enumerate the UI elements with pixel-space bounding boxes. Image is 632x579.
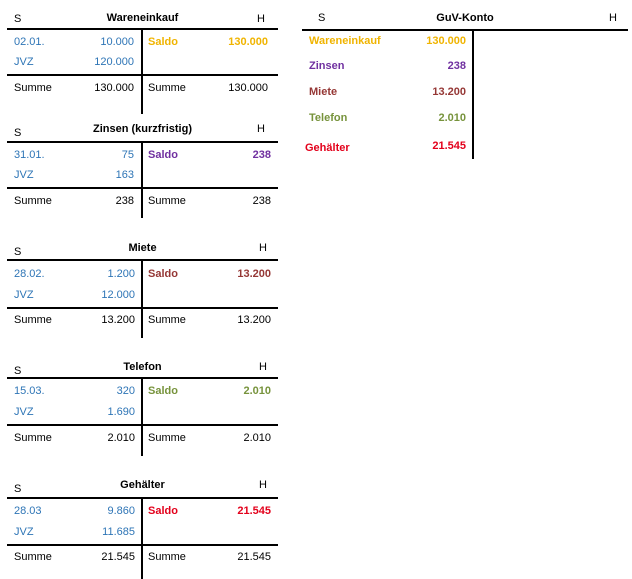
guv-row-label: Wareneinkauf: [309, 35, 381, 47]
entry-value: 10.000: [100, 36, 134, 48]
sum-right: 238: [252, 195, 271, 207]
guv-row-value: 21.545: [432, 140, 466, 152]
guv-divider: [472, 29, 474, 159]
guv-soll-label: S: [318, 12, 326, 24]
entry-value: 75: [121, 149, 134, 161]
haben-label: H: [259, 479, 267, 491]
sum-label-left: Summe: [14, 82, 52, 94]
guv-row-label: Telefon: [309, 112, 348, 124]
account-wareneinkauf: S Wareneinkauf H 02.01. 10.000 Saldo 130…: [7, 4, 278, 114]
guv-konto: S GuV-Konto H Wareneinkauf 130.000 Zinse…: [302, 4, 628, 164]
soll-label: S: [14, 483, 22, 495]
jvz-label: JVZ: [14, 406, 34, 418]
guv-title: GuV-Konto: [436, 12, 494, 24]
jvz-value: 11.685: [102, 526, 135, 538]
guv-row-value: 238: [447, 60, 466, 72]
jvz-value: 1.690: [107, 406, 135, 418]
saldo-label: Saldo: [148, 385, 178, 397]
guv-row-label: Zinsen: [309, 60, 345, 72]
jvz-label: JVZ: [14, 289, 34, 301]
haben-label: H: [259, 361, 267, 373]
saldo-label: Saldo: [148, 149, 178, 161]
entry-date: 31.01.: [14, 149, 45, 161]
entry-date: 28.02.: [14, 268, 45, 280]
sum-label-right: Summe: [148, 432, 186, 444]
sum-right: 21.545: [237, 551, 271, 563]
t-account-divider: [141, 141, 143, 218]
saldo-value: 21.545: [237, 505, 271, 517]
saldo-value: 130.000: [228, 36, 268, 48]
soll-label: S: [14, 127, 22, 139]
sum-left: 13.200: [101, 314, 135, 326]
sum-label-left: Summe: [14, 432, 52, 444]
entry-value: 1.200: [107, 268, 135, 280]
sum-label-right: Summe: [148, 195, 186, 207]
saldo-value: 238: [252, 149, 271, 161]
guv-row-value: 13.200: [432, 86, 466, 98]
saldo-label: Saldo: [148, 36, 178, 48]
account-title: Gehälter: [120, 479, 165, 491]
sum-left: 21.545: [101, 551, 135, 563]
jvz-value: 120.000: [94, 56, 134, 68]
t-account-divider: [141, 259, 143, 338]
guv-row-value: 130.000: [426, 35, 466, 47]
guv-row-label: Gehälter: [305, 142, 350, 154]
entry-value: 320: [116, 385, 135, 397]
sum-right: 2.010: [243, 432, 271, 444]
sum-label-right: Summe: [148, 82, 186, 94]
sum-label-left: Summe: [14, 195, 52, 207]
sum-label-left: Summe: [14, 551, 52, 563]
entry-date: 15.03.: [14, 385, 45, 397]
sum-left: 130.000: [94, 82, 134, 94]
guv-haben-label: H: [609, 12, 617, 24]
soll-label: S: [14, 365, 22, 377]
soll-label: S: [14, 13, 22, 25]
sum-line: [7, 544, 278, 546]
saldo-label: Saldo: [148, 505, 178, 517]
account-title: Miete: [128, 242, 157, 254]
sum-line: [7, 74, 278, 76]
account-gehaelter: S Gehälter H 28.03 9.860 Saldo 21.545 JV…: [7, 474, 278, 579]
jvz-label: JVZ: [14, 56, 34, 68]
sum-label-left: Summe: [14, 314, 52, 326]
guv-top-line: [302, 29, 628, 31]
saldo-value: 2.010: [243, 385, 271, 397]
sum-line: [7, 307, 278, 309]
account-title: Telefon: [123, 361, 162, 373]
haben-label: H: [257, 13, 265, 25]
t-account-divider: [141, 28, 143, 114]
sum-label-right: Summe: [148, 551, 186, 563]
saldo-value: 13.200: [237, 268, 271, 280]
sum-label-right: Summe: [148, 314, 186, 326]
sum-left: 2.010: [107, 432, 135, 444]
sum-line: [7, 187, 278, 189]
account-telefon: S Telefon H 15.03. 320 Saldo 2.010 JVZ 1…: [7, 356, 278, 466]
guv-row-value: 2.010: [438, 112, 466, 124]
entry-date: 28.03: [14, 505, 42, 517]
account-title: Wareneinkauf: [106, 12, 179, 24]
account-miete: S Miete H 28.02. 1.200 Saldo 13.200 JVZ …: [7, 237, 278, 347]
sum-line: [7, 424, 278, 426]
entry-value: 9.860: [107, 505, 135, 517]
guv-row-label: Miete: [309, 86, 338, 98]
soll-label: S: [14, 246, 22, 258]
sum-right: 130.000: [228, 82, 268, 94]
sum-right: 13.200: [237, 314, 271, 326]
jvz-value: 12.000: [101, 289, 135, 301]
sum-left: 238: [115, 195, 134, 207]
haben-label: H: [259, 242, 267, 254]
haben-label: H: [257, 123, 265, 135]
saldo-label: Saldo: [148, 268, 178, 280]
jvz-value: 163: [115, 169, 134, 181]
entry-date: 02.01.: [14, 36, 45, 48]
t-account-divider: [141, 497, 143, 579]
t-account-divider: [141, 377, 143, 456]
account-title: Zinsen (kurzfristig): [92, 123, 192, 135]
jvz-label: JVZ: [14, 526, 34, 538]
account-zinsen: S Zinsen (kurzfristig) H 31.01. 75 Saldo…: [7, 118, 278, 228]
jvz-label: JVZ: [14, 169, 34, 181]
